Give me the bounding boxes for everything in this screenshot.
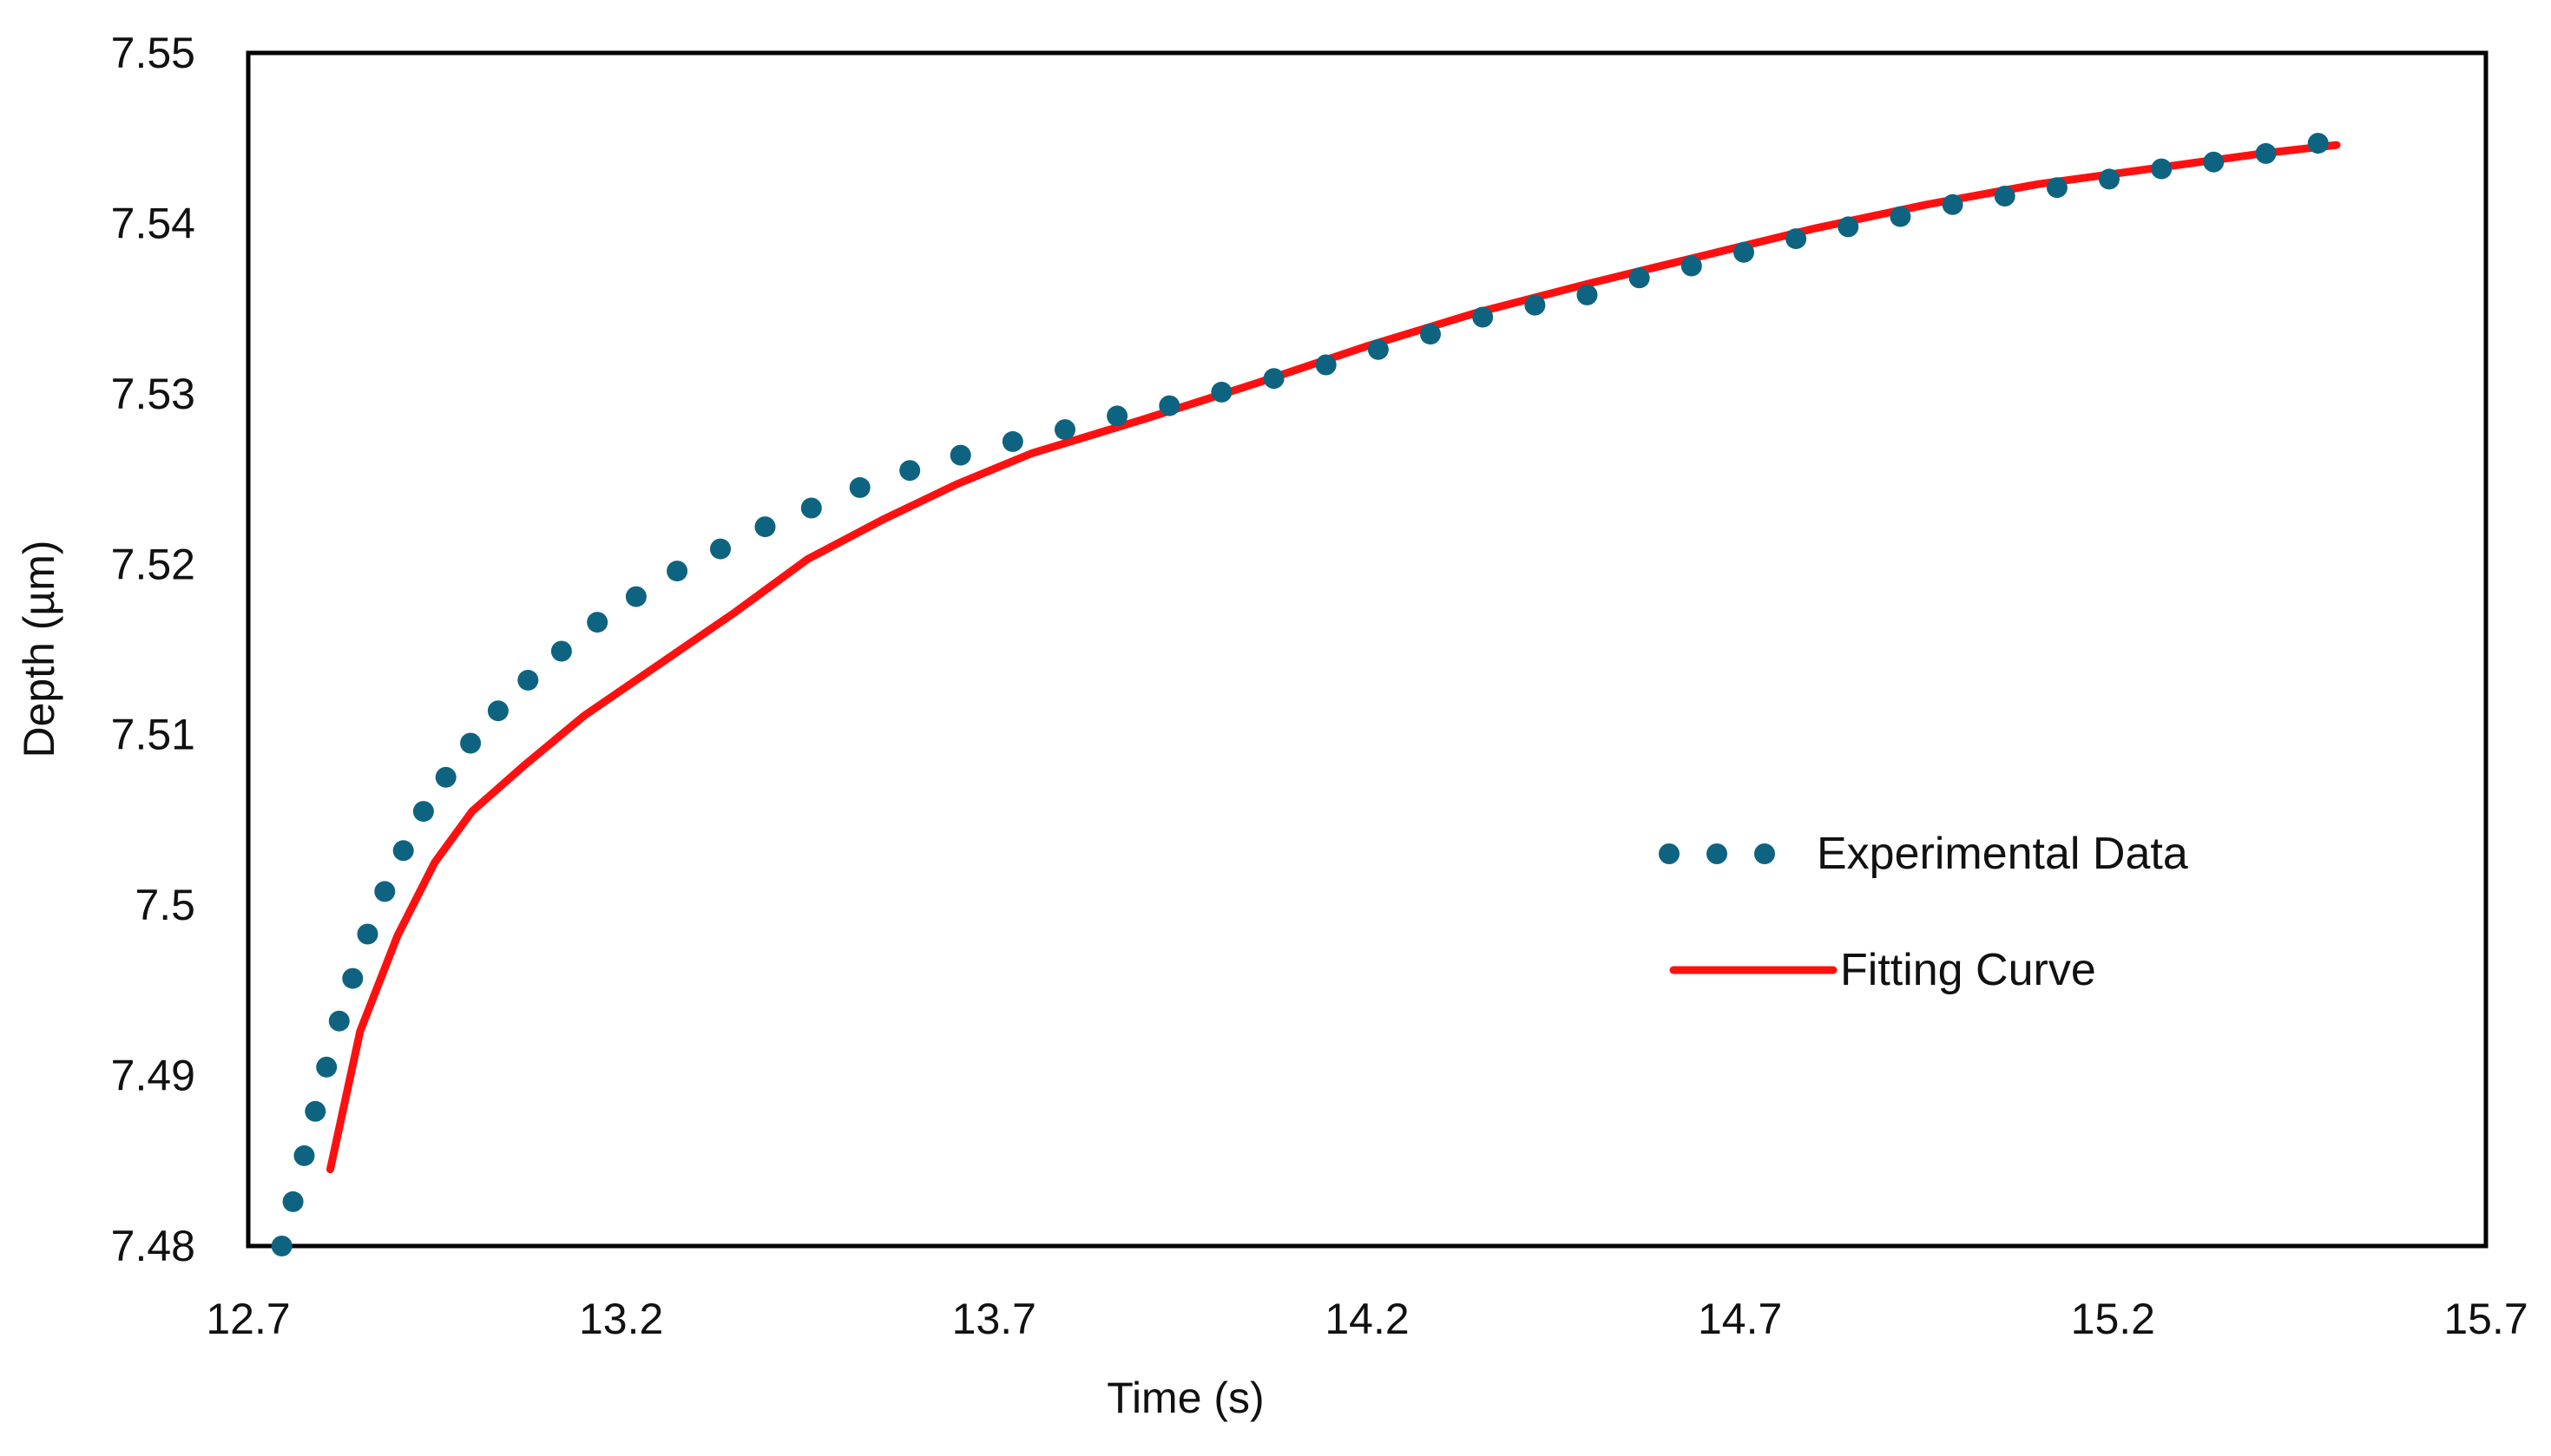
legend-marker-dot — [1659, 843, 1680, 864]
experimental-data-point — [1055, 419, 1075, 441]
experimental-data-point — [1680, 255, 1702, 277]
y-tick-label: 7.5 — [135, 881, 195, 929]
experimental-data-point — [342, 967, 364, 989]
y-axis: 7.48 7.49 7.5 7.51 7.52 7.53 7.54 7.55 — [111, 29, 195, 1270]
experimental-data-point — [392, 840, 414, 862]
experimental-data-point — [1890, 206, 1911, 227]
x-tick-label: 15.2 — [2071, 1295, 2155, 1343]
experimental-data-point — [1002, 430, 1023, 452]
y-tick-label: 7.53 — [111, 370, 195, 418]
x-tick-label: 13.7 — [952, 1295, 1036, 1343]
x-tick-label: 14.2 — [1325, 1295, 1409, 1343]
y-tick-label: 7.49 — [111, 1052, 195, 1100]
experimental-data-point — [1420, 324, 1441, 345]
y-tick-label: 7.54 — [111, 199, 195, 247]
experimental-data-point — [305, 1100, 326, 1122]
experimental-data-point — [625, 586, 647, 607]
legend: Experimental Data Fitting Curve — [1659, 829, 2188, 995]
y-axis-title: Depth (µm) — [15, 540, 63, 758]
experimental-data-point — [487, 700, 509, 722]
experimental-data-point — [2307, 133, 2329, 154]
experimental-data-point — [460, 732, 482, 754]
y-tick-label: 7.48 — [111, 1222, 195, 1270]
x-tick-label: 12.7 — [206, 1295, 290, 1343]
y-tick-label: 7.51 — [111, 711, 195, 759]
experimental-data-point — [282, 1190, 304, 1212]
x-axis-title: Time (s) — [1107, 1374, 1264, 1422]
fitting-curve-line — [326, 141, 2341, 1174]
legend-marker-dot — [1706, 843, 1727, 864]
experimental-data-point — [800, 497, 822, 519]
experimental-data-point — [1994, 186, 2015, 207]
experimental-data-point — [293, 1144, 315, 1166]
experimental-data-point — [710, 538, 731, 560]
experimental-data-point — [316, 1056, 338, 1078]
experimental-data-point — [1628, 267, 1650, 289]
x-tick-label: 13.2 — [579, 1295, 663, 1343]
experimental-data-point — [550, 640, 572, 662]
legend-label-fit: Fitting Curve — [1840, 945, 2096, 995]
x-tick-label: 14.7 — [1698, 1295, 1782, 1343]
experimental-data-point — [1472, 306, 1494, 328]
experimental-data-point — [1315, 354, 1337, 376]
experimental-data-point — [2151, 158, 2173, 180]
experimental-data-point — [2255, 142, 2277, 164]
experimental-data-point — [899, 460, 921, 482]
experimental-data-point — [587, 612, 608, 633]
experimental-data-point — [2099, 168, 2120, 190]
plot-frame — [246, 50, 2489, 1249]
series-layer — [271, 133, 2341, 1256]
experimental-data-point — [1733, 241, 1754, 263]
experimental-data-point — [1942, 193, 1963, 215]
experimental-data-point — [1838, 216, 1859, 238]
experimental-data-point — [950, 444, 971, 466]
experimental-data-point — [849, 476, 871, 498]
experimental-data-point — [1107, 405, 1128, 427]
experimental-data-point — [374, 881, 396, 902]
experimental-data-point — [667, 561, 688, 582]
experimental-data-point — [357, 923, 378, 945]
experimental-data-point — [754, 516, 776, 538]
experimental-data-point — [1263, 368, 1285, 390]
experimental-data-point — [1785, 228, 1807, 250]
experimental-data-point — [2046, 177, 2068, 199]
legend-label-experimental: Experimental Data — [1817, 829, 2188, 879]
experimental-data-point — [435, 766, 457, 788]
experimental-data-point — [2203, 151, 2225, 173]
x-axis: 12.7 13.2 13.7 14.2 14.7 15.2 15.7 — [206, 1295, 2528, 1343]
y-tick-label: 7.55 — [111, 29, 195, 77]
experimental-data-point — [1576, 284, 1598, 305]
x-tick-label: 15.7 — [2443, 1295, 2528, 1343]
experimental-data-point — [1159, 395, 1180, 416]
experimental-data-point — [1211, 381, 1233, 403]
experimental-data-point — [271, 1236, 293, 1256]
experimental-data-point — [517, 669, 539, 691]
experimental-data-point — [328, 1010, 350, 1032]
experimental-data-point — [412, 801, 434, 823]
experimental-data-point — [1524, 294, 1546, 316]
experimental-data-point — [1367, 338, 1389, 360]
y-tick-label: 7.52 — [111, 540, 195, 588]
legend-marker-dot — [1754, 843, 1775, 864]
